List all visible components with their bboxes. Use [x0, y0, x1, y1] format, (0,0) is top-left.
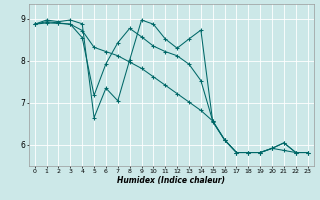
X-axis label: Humidex (Indice chaleur): Humidex (Indice chaleur) [117, 176, 225, 185]
